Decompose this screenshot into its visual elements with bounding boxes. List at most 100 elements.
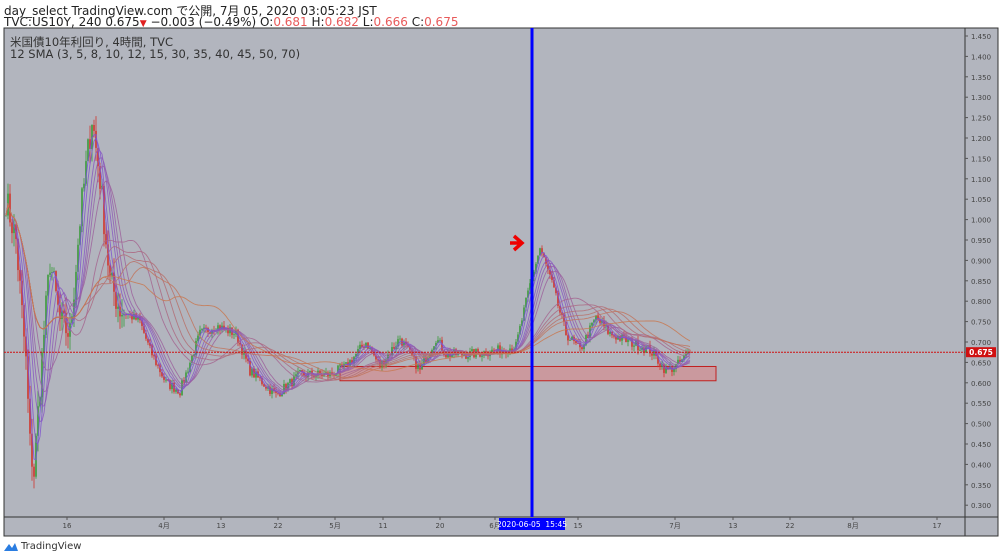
candle-body <box>533 271 535 277</box>
high-label: H: <box>311 15 325 29</box>
chart-title: 米国債10年利回り, 4時間, TVC <box>10 35 173 49</box>
candle-body <box>299 370 301 372</box>
candle-body <box>425 358 427 364</box>
candle-body <box>601 320 603 323</box>
candle-body <box>25 336 27 357</box>
candle-body <box>149 342 151 346</box>
x-tick-label: 4月 <box>158 522 169 530</box>
candle-body <box>599 319 601 323</box>
candle-body <box>687 351 689 355</box>
y-tick-label: 1.000 <box>971 217 991 225</box>
candle-body <box>169 380 171 390</box>
candle-body <box>405 341 407 345</box>
x-tick-label: 22 <box>274 522 283 530</box>
candle-body <box>51 272 53 274</box>
candle-body <box>185 372 187 383</box>
candle-body <box>9 193 11 223</box>
candle-body <box>409 346 411 351</box>
candle-body <box>81 188 83 227</box>
candle-body <box>207 328 209 333</box>
x-tick-label: 11 <box>379 522 388 530</box>
indicator-legend[interactable]: 12 SMA (3, 5, 8, 10, 12, 15, 30, 35, 40,… <box>10 47 301 61</box>
candle-body <box>639 349 641 351</box>
candle-body <box>415 356 417 369</box>
candle-body <box>193 354 195 356</box>
cursor-time-label: 2020-06-05 15:45 <box>497 520 567 529</box>
candle-body <box>545 257 547 264</box>
candle-body <box>201 328 203 330</box>
candle-body <box>99 166 101 189</box>
candle-body <box>525 297 527 308</box>
candle-body <box>555 287 557 294</box>
candle-body <box>263 384 265 387</box>
tradingview-brand[interactable]: TradingView <box>4 541 81 552</box>
candle-body <box>397 339 399 347</box>
candle-body <box>471 349 473 352</box>
candle-body <box>517 334 519 342</box>
y-tick-label: 0.450 <box>971 441 991 449</box>
x-tick-label: 20 <box>436 522 445 530</box>
candle-body <box>255 371 257 378</box>
candle-body <box>553 279 555 288</box>
candle-body <box>297 371 299 375</box>
sma-12-line <box>5 165 691 393</box>
candle-body <box>537 255 539 264</box>
open-value: 0.681 <box>273 15 308 29</box>
candle-body <box>109 265 111 276</box>
candle-body <box>241 344 243 355</box>
candle-body <box>103 185 105 235</box>
candle-body <box>175 389 177 392</box>
candle-body <box>197 335 199 341</box>
y-tick-label: 1.400 <box>971 53 991 61</box>
candle-body <box>577 343 579 344</box>
candle-body <box>357 349 359 354</box>
candle-body <box>283 383 285 394</box>
candle-body <box>147 338 149 343</box>
candle-body <box>199 329 201 336</box>
candle-body <box>403 341 405 346</box>
candle-body <box>633 345 635 347</box>
candle-body <box>279 393 281 397</box>
candle-body <box>401 338 403 346</box>
low-label: L: <box>362 15 374 29</box>
candle-body <box>497 345 499 351</box>
y-tick-label: 0.550 <box>971 400 991 408</box>
candle-body <box>137 316 139 320</box>
candle-body <box>339 364 341 366</box>
candle-body <box>159 365 161 373</box>
candle-body <box>657 355 659 364</box>
candle-body <box>277 392 279 394</box>
candle-body <box>659 363 661 367</box>
candle-body <box>433 346 435 351</box>
candle-body <box>75 271 77 300</box>
brand-text: TradingView <box>21 541 82 552</box>
candle-body <box>41 352 43 398</box>
candle-body <box>589 325 591 338</box>
candle-body <box>399 338 401 340</box>
symbol-ohlc-line: TVC:US10Y, 240 0.675▼ −0.003 (−0.49%) O:… <box>4 15 458 29</box>
x-tick-label: 13 <box>217 522 226 530</box>
candle-body <box>437 340 439 343</box>
y-tick-label: 0.350 <box>971 482 991 490</box>
candle-body <box>613 335 615 337</box>
candle-body <box>141 320 143 326</box>
candle-body <box>595 315 597 321</box>
candle-body <box>655 350 657 356</box>
candle-body <box>55 271 57 291</box>
candle-body <box>683 355 685 360</box>
candle-body <box>37 406 39 436</box>
x-tick-label: 17 <box>933 522 942 530</box>
candle-body <box>65 313 67 334</box>
candle-body <box>239 342 241 345</box>
candle-body <box>625 336 627 343</box>
candle-body <box>19 270 21 281</box>
candle-body <box>17 238 19 271</box>
candle-body <box>135 313 137 320</box>
candle-body <box>319 370 321 375</box>
y-tick-label: 1.250 <box>971 115 991 123</box>
candle-body <box>223 325 225 330</box>
candle-body <box>609 331 611 334</box>
x-tick-label: 7月 <box>669 522 680 530</box>
candle-body <box>473 349 475 358</box>
